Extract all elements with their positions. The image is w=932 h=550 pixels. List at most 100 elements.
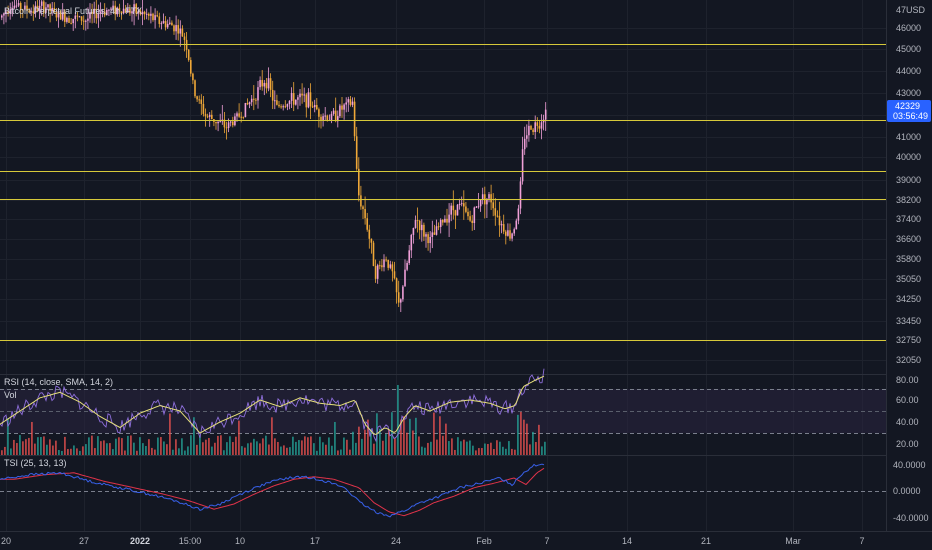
rsi-title[interactable]: RSI (14, close, SMA, 14, 2): [4, 377, 113, 387]
volume-bar: [532, 432, 534, 455]
candle-body: [545, 110, 547, 120]
candle-body: [259, 80, 261, 87]
candle-body: [417, 220, 419, 221]
candle-body: [450, 206, 452, 215]
volume-bar: [76, 448, 78, 455]
candle-body: [534, 122, 536, 132]
volume-bar: [427, 443, 429, 455]
volume-bar: [541, 446, 543, 455]
volume-bar: [373, 444, 375, 455]
volume-bar: [526, 424, 528, 455]
volume-bar: [274, 438, 276, 455]
volume-bar: [325, 445, 327, 455]
volume-bar: [25, 439, 27, 455]
price-tick-label: 43000: [896, 88, 921, 98]
volume-bar: [424, 448, 426, 455]
candle-body: [539, 126, 541, 129]
candle-body: [530, 126, 532, 130]
candle-body: [421, 225, 423, 230]
volume-bar: [220, 435, 222, 455]
price-tick-label: 34250: [896, 294, 921, 304]
candle-body: [358, 169, 360, 196]
candle-body: [297, 97, 299, 100]
candle-body: [154, 15, 156, 20]
candle-body: [501, 224, 503, 225]
candle-body: [476, 207, 478, 208]
price-tick-label: 41000: [896, 132, 921, 142]
volume-bar: [421, 447, 423, 455]
volume-bar: [217, 436, 219, 455]
volume-bar: [433, 413, 435, 455]
volume-bar: [229, 436, 231, 455]
volume-bar: [253, 439, 255, 455]
volume-bar: [142, 443, 144, 455]
price-tick-label: 44000: [896, 66, 921, 76]
candle-body: [85, 21, 87, 22]
tsi-title[interactable]: TSI (25, 13, 13): [4, 458, 67, 468]
price-tick-label: 33450: [896, 316, 921, 326]
candle-body: [327, 116, 329, 121]
volume-bar: [502, 447, 504, 455]
candle-body: [68, 18, 70, 23]
volume-bar: [94, 448, 96, 455]
volume-bar: [250, 443, 252, 455]
candle-body: [507, 230, 509, 236]
chart-title[interactable]: Bitcoin Perpetual Futures, 4h, FTX: [4, 6, 142, 16]
volume-bar: [151, 448, 153, 455]
candle-body: [453, 206, 455, 211]
volume-bar: [145, 446, 147, 455]
candle-body: [196, 96, 198, 99]
candle-body: [261, 80, 263, 86]
candle-body: [385, 259, 387, 260]
volume-title[interactable]: Vol: [4, 390, 17, 400]
volume-bar: [352, 432, 354, 455]
volume-bar: [523, 420, 525, 455]
candle-body: [308, 92, 310, 107]
volume-bar: [406, 433, 408, 455]
volume-bar: [538, 425, 540, 455]
candle-body: [198, 99, 200, 100]
volume-bar: [295, 442, 297, 455]
rsi-tick-label: 80.00: [896, 375, 919, 385]
candle-body: [499, 216, 501, 225]
candle-body: [478, 206, 480, 207]
current-price-value: 42329: [895, 101, 920, 111]
candle-body: [278, 105, 280, 106]
candle-body: [528, 126, 530, 135]
candle-body: [66, 18, 68, 22]
candle-body: [404, 270, 406, 287]
candle-body: [518, 209, 520, 221]
volume-bar: [364, 430, 366, 455]
candle-body: [511, 233, 513, 238]
candle-body: [505, 232, 507, 236]
price-tick-label: 32050: [896, 355, 921, 365]
candle-body: [190, 60, 192, 74]
candle-body: [459, 204, 461, 205]
candle-body: [335, 111, 337, 122]
volume-bar: [4, 447, 6, 455]
time-tick-label: 27: [79, 536, 89, 546]
candle-body: [310, 92, 312, 106]
candle-body: [520, 181, 522, 208]
candle-body: [238, 113, 240, 116]
candle-body: [287, 104, 289, 107]
volume-bar: [37, 437, 39, 455]
candle-body: [205, 114, 207, 116]
volume-bar: [10, 448, 12, 455]
volume-bar: [52, 446, 54, 455]
candle-body: [285, 106, 287, 107]
candle-body: [373, 243, 375, 266]
candle-body: [406, 263, 408, 270]
candle-body: [532, 130, 534, 132]
price-tick-label: 38200: [896, 195, 921, 205]
candle-body: [299, 94, 301, 98]
candle-body: [469, 216, 471, 220]
candle-body: [343, 105, 345, 110]
volume-bar: [361, 439, 363, 455]
candle-body: [345, 102, 347, 104]
time-tick-label: 20: [1, 536, 11, 546]
volume-bar: [109, 443, 111, 455]
volume-bar: [430, 442, 432, 455]
